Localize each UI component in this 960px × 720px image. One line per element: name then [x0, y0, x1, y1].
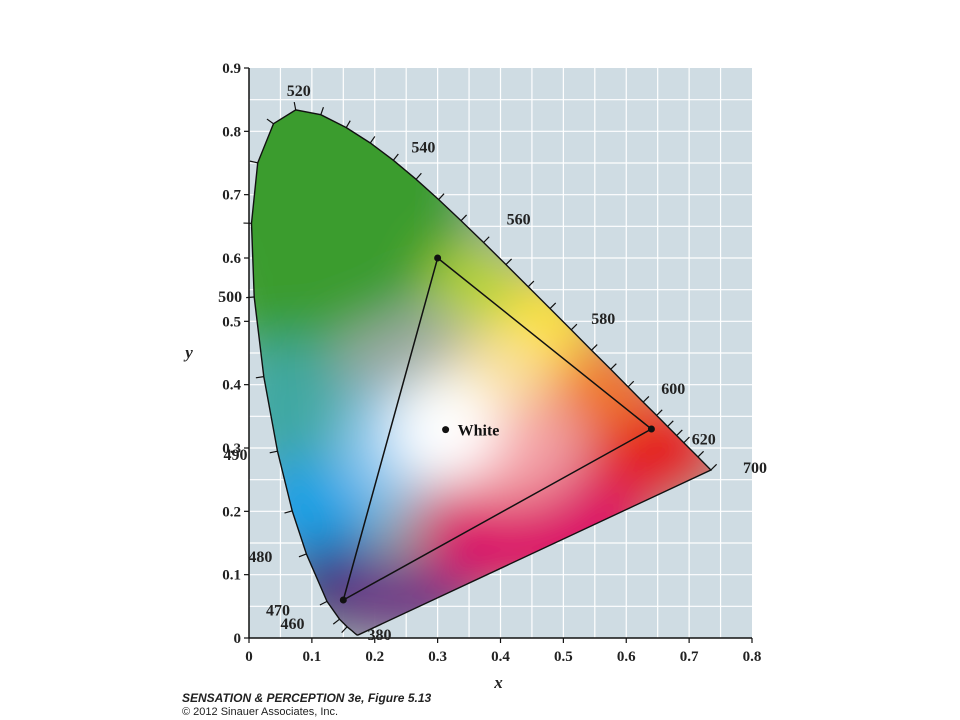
x-tick-label: 0.4 [491, 649, 510, 665]
gamut-vertex [339, 596, 347, 604]
fill-green-left [251, 199, 351, 380]
wavelength-tick [293, 101, 297, 111]
wavelength-label-540: 540 [411, 139, 435, 156]
y-tick-label: 0.7 [222, 188, 241, 204]
x-tick-label: 0.6 [617, 649, 636, 665]
wavelength-tick [591, 344, 598, 351]
wavelength-tick [697, 450, 705, 458]
wavelength-tick [676, 429, 683, 436]
wavelength-tick [298, 553, 307, 558]
gamut-vertices [339, 254, 655, 604]
wavelength-tick [345, 120, 351, 128]
axes [244, 67, 753, 643]
x-tick-label: 0.7 [680, 649, 699, 665]
y-tick-label: 0 [234, 631, 242, 647]
wavelength-tick [246, 296, 255, 299]
x-tick-label: 0.8 [743, 649, 762, 665]
wavelength-label-380: 380 [367, 627, 391, 644]
x-tick-label: 0.5 [554, 649, 573, 665]
wavelength-tick [667, 420, 674, 427]
caption-title: SENSATION & PERCEPTION 3e, Figure 5.13 [182, 691, 432, 705]
wavelength-label-620: 620 [692, 432, 716, 449]
wavelength-tick [438, 193, 445, 200]
y-tick-label: 0.5 [222, 314, 241, 330]
y-tick-label: 0.2 [222, 504, 241, 520]
x-tick-label: 0.2 [365, 649, 384, 665]
wavelength-tick [527, 280, 535, 288]
wavelength-tick [320, 106, 325, 115]
y-tick-label: 0.9 [222, 61, 241, 77]
wavelength-tick [319, 600, 328, 606]
wavelength-tick [249, 160, 258, 164]
wavelength-tick [610, 363, 617, 370]
wavelength-label-470: 470 [266, 602, 290, 619]
fill-green [251, 109, 475, 332]
wavelength-label-600: 600 [661, 381, 685, 398]
wavelength-tick [656, 409, 663, 416]
wavelength-tick [627, 380, 635, 388]
fill-yellow-green [430, 243, 521, 324]
wavelength-label-560: 560 [507, 211, 531, 228]
wavelength-label-480: 480 [248, 549, 272, 566]
wavelength-ticks [243, 101, 718, 634]
wavelength-tick [284, 510, 293, 514]
wavelength-tick [269, 450, 278, 454]
wavelength-tick [683, 436, 690, 444]
wavelength-tick [642, 396, 650, 403]
wavelength-tick [415, 172, 422, 180]
wavelength-tick [483, 236, 490, 243]
y-axis-label: y [183, 343, 193, 362]
x-axis-label: x [493, 673, 503, 692]
white-point [442, 426, 450, 434]
white-point-label: White [458, 423, 500, 440]
gamut-triangle [342, 256, 653, 602]
wavelength-tick [505, 258, 513, 266]
wavelength-label-580: 580 [591, 311, 615, 328]
wavelength-tick [570, 323, 578, 331]
wavelength-tick [332, 618, 340, 625]
y-tick-label: 0.3 [222, 441, 241, 457]
y-tick-labels: 0 0.1 0.2 0.3 0.4 0.5 0.6 0.7 0.8 0.9 [222, 61, 241, 647]
x-tick-labels: 0 0.1 0.2 0.3 0.4 0.5 0.6 0.7 0.8 [245, 649, 761, 665]
x-tick-label: 0.1 [303, 649, 322, 665]
y-tick-label: 0.6 [222, 251, 241, 267]
wavelength-tick [255, 376, 264, 379]
wavelength-tick [266, 118, 274, 125]
wavelength-tick [460, 214, 468, 222]
wavelength-label-460: 460 [281, 616, 305, 633]
wavelength-tick [369, 136, 376, 144]
wavelength-tick [392, 153, 399, 161]
spectral-locus [250, 109, 713, 636]
wavelength-label-500: 500 [218, 289, 242, 306]
wavelength-label-520: 520 [287, 83, 311, 100]
wavelength-tick [549, 302, 557, 309]
wavelength-label-490: 490 [224, 447, 248, 464]
gamut-vertex [647, 425, 655, 433]
y-tick-label: 0.8 [222, 124, 241, 140]
wavelength-tick [710, 463, 718, 471]
figure-caption: SENSATION & PERCEPTION 3e, Figure 5.13 ©… [182, 691, 431, 719]
y-tick-label: 0.4 [222, 378, 241, 394]
gamut-vertex [434, 254, 442, 262]
x-tick-label: 0.3 [428, 649, 447, 665]
x-tick-label: 0 [245, 649, 253, 665]
y-tick-label: 0.1 [222, 568, 241, 584]
caption-copyright: © 2012 Sinauer Associates, Inc. [182, 706, 339, 718]
wavelength-label-700: 700 [743, 460, 767, 477]
wavelength-tick [341, 626, 348, 634]
